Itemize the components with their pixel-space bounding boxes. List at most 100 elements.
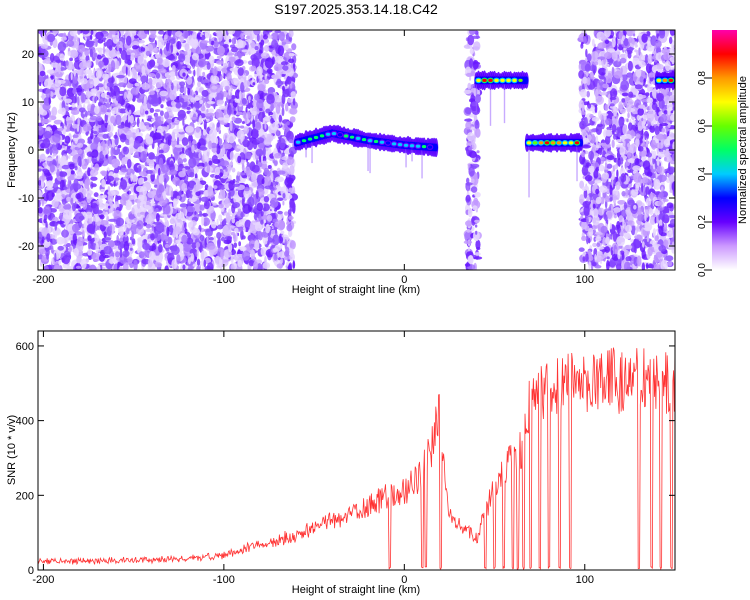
spectrogram-noise-blob (156, 188, 162, 199)
spectrogram-noise-blob (42, 32, 46, 41)
spectrogram-noise-blob (264, 185, 274, 190)
spectrogram-noise-blob (87, 72, 97, 80)
spectrogram-noise-blob (286, 156, 295, 166)
spectrogram-noise-blob (133, 259, 138, 270)
spectrogram-noise-blob (87, 159, 90, 164)
spectrogram-noise-blob (233, 110, 237, 114)
spectrogram-noise-blob (175, 217, 184, 229)
spectrogram-noise-blob (49, 52, 55, 63)
spectrogram-noise-blob (158, 157, 164, 168)
spectrogram-noise-blob (92, 252, 101, 262)
spectrogram-noise-blob (136, 199, 141, 210)
spectrogram-noise-blob (247, 196, 255, 208)
spectrogram-noise-blob (210, 227, 214, 232)
spectrogram-noise-blob (177, 109, 186, 120)
spectrogram-noise-blob (121, 194, 125, 201)
spectrogram-noise-blob (589, 114, 594, 119)
spectrogram-noise-blob (132, 121, 137, 126)
spectrogram-noise-blob (196, 66, 200, 78)
spectrogram-noise-blob (174, 244, 178, 252)
spectrogram-noise-blob (201, 215, 205, 227)
spectrogram-noise-blob (467, 82, 472, 90)
spectrogram-noise-blob (107, 205, 111, 209)
spectrogram-noise-blob (125, 216, 130, 224)
spectrogram-noise-blob (171, 64, 176, 72)
spectrogram-noise-blob (189, 190, 193, 199)
spectrogram-noise-blob (106, 124, 111, 133)
spectrogram-noise-blob (44, 78, 52, 89)
spectrogram-noise-blob (115, 91, 120, 102)
spectrogram-noise-blob (621, 190, 626, 197)
spectrogram-noise-blob (195, 191, 201, 196)
spectrogram-noise-blob (262, 117, 265, 125)
spectrogram-noise-blob (147, 115, 152, 119)
spectrogram-noise-blob (223, 43, 229, 49)
spectrogram-noise-blob (99, 203, 104, 210)
spectrogram-noise-blob (70, 109, 80, 115)
spectrogram-noise-blob (240, 81, 245, 93)
spectrogram-noise-blob (215, 144, 221, 155)
spectrogram-noise-blob (153, 132, 162, 140)
spectrogram-noise-blob (191, 31, 197, 40)
spectrogram-noise-blob (239, 90, 242, 101)
spectrogram-noise-blob (160, 115, 164, 122)
spectrogram-noise-blob (225, 212, 231, 224)
spectrogram-noise-blob (54, 79, 62, 87)
spectrogram-noise-blob (68, 163, 75, 170)
spectrogram-noise-blob (592, 208, 599, 219)
spectrogram-noise-blob (249, 107, 253, 113)
spectrogram-noise-blob (179, 81, 186, 87)
spectrogram-noise-blob (202, 71, 206, 77)
spectrogram-noise-blob (223, 119, 229, 123)
spectrogram-noise-blob (87, 235, 92, 242)
spectrogram-noise-blob (135, 185, 144, 193)
spectrogram-noise-blob (167, 55, 176, 61)
spectrogram-noise-blob (233, 183, 240, 188)
spectrogram-noise-blob (102, 203, 110, 211)
spectrogram-noise-blob (189, 171, 195, 178)
spectrogram-noise-blob (40, 101, 44, 107)
spectrogram-noise-blob (280, 230, 285, 235)
spectrogram-noise-blob (90, 34, 93, 41)
spectrogram-noise-blob (150, 56, 155, 60)
spectrogram-noise-blob (611, 66, 615, 77)
spectrogram-noise-blob (635, 200, 643, 207)
spectrogram-noise-blob (263, 116, 272, 121)
spectrogram-noise-blob (271, 39, 278, 48)
spectrogram-noise-blob (211, 75, 220, 85)
spectrogram-noise-blob (236, 145, 245, 149)
spectrogram-noise-blob (197, 53, 204, 59)
spectrogram-noise-blob (206, 242, 216, 250)
spectrogram-noise-blob (182, 72, 186, 77)
spectrogram-noise-blob (183, 86, 187, 96)
spectrogram-noise-blob (201, 89, 209, 97)
spectrogram-noise-blob (282, 162, 289, 170)
spectrogram-noise-blob (621, 92, 629, 97)
spectrogram-noise-blob (52, 182, 59, 193)
spectrogram-noise-blob (192, 107, 196, 113)
spectrogram-noise-blob (61, 155, 67, 165)
spectrogram-noise-blob (137, 146, 145, 153)
spectrogram-noise-blob (218, 203, 224, 209)
spectrogram-noise-blob (179, 97, 185, 103)
spectrogram-noise-blob (216, 224, 224, 230)
spectrogram-noise-blob (264, 57, 274, 69)
spectrogram-noise-blob (277, 210, 283, 215)
spectrogram-noise-blob (53, 119, 63, 125)
spectrogram-noise-blob (103, 158, 108, 162)
spectrogram-noise-blob (215, 127, 221, 131)
spectrogram-noise-blob (245, 106, 248, 113)
spectrogram-noise-blob (77, 171, 84, 177)
spectrogram-noise-blob (107, 63, 112, 73)
spectrogram-noise-blob (120, 50, 128, 61)
spectrogram-noise-blob (111, 107, 119, 115)
spectrogram-noise-blob (250, 173, 257, 183)
spectrogram-noise-blob (228, 105, 232, 115)
spectrogram-noise-blob (284, 43, 289, 50)
spectrogram-noise-blob (213, 185, 218, 189)
spectrogram-noise-blob (99, 188, 106, 193)
spectrogram-noise-blob (118, 108, 127, 114)
spectrogram-noise-blob (155, 212, 160, 222)
spectrogram-noise-blob (100, 220, 109, 226)
spectrogram-noise-blob (42, 168, 49, 174)
